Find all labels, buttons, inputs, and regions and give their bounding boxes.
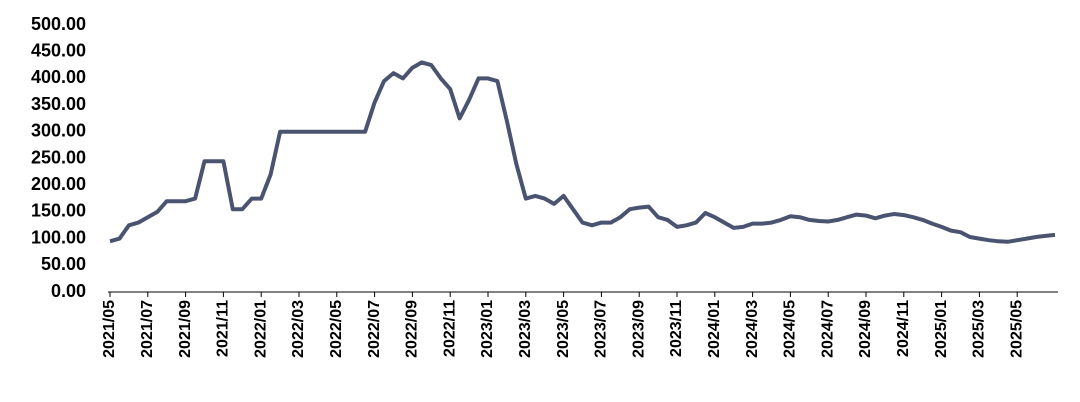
y-tick-label: 400.00 [31, 67, 86, 87]
y-tick-label: 200.00 [31, 174, 86, 194]
x-tick-label: 2022/05 [328, 300, 345, 358]
x-tick-label: 2023/05 [555, 300, 572, 358]
x-tick-label: 2025/01 [933, 300, 950, 358]
x-tick-label: 2021/05 [101, 300, 118, 358]
x-tick-label: 2024/11 [895, 300, 912, 357]
x-tick-label: 2023/03 [517, 300, 534, 358]
x-tick-label: 2021/11 [215, 300, 232, 357]
y-tick-label: 100.00 [31, 227, 86, 247]
y-tick-label: 50.00 [41, 254, 86, 274]
x-tick-label: 2022/07 [366, 300, 383, 358]
x-tick-label: 2023/01 [479, 300, 496, 358]
y-tick-label: 300.00 [31, 121, 86, 141]
y-tick-label: 350.00 [31, 94, 86, 114]
x-tick-label: 2024/07 [819, 300, 836, 358]
x-tick-label: 2021/07 [139, 300, 156, 358]
x-tick-label: 2022/11 [441, 300, 458, 357]
y-tick-label: 250.00 [31, 147, 86, 167]
x-tick-label: 2025/05 [1008, 300, 1025, 358]
x-tick-label: 2022/01 [252, 300, 269, 358]
x-tick-label: 2024/09 [857, 300, 874, 358]
x-tick-label: 2024/01 [706, 300, 723, 358]
x-tick-label: 2022/03 [290, 300, 307, 358]
x-tick-label: 2025/03 [971, 300, 988, 358]
x-tick-label: 2023/07 [593, 300, 610, 358]
x-tick-label: 2024/03 [744, 300, 761, 358]
x-tick-label: 2021/09 [177, 300, 194, 358]
data-line [109, 60, 1056, 244]
y-tick-label: 150.00 [31, 201, 86, 221]
y-tick-label: 500.00 [31, 14, 86, 34]
y-tick-label: 0.00 [51, 281, 86, 301]
x-tick-label: 2023/11 [668, 300, 685, 357]
x-tick-label: 2022/09 [404, 300, 421, 358]
x-tick-label: 2023/09 [630, 300, 647, 358]
y-tick-label: 450.00 [31, 40, 86, 60]
x-tick-label: 2024/05 [782, 300, 799, 358]
